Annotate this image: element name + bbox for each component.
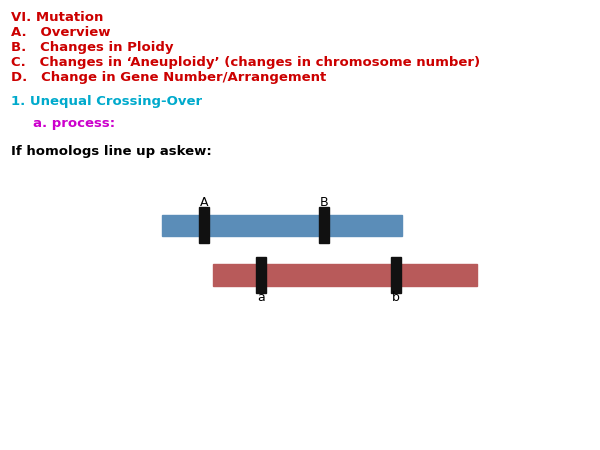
Bar [256,257,266,293]
Bar [199,207,209,243]
Text: VI. Mutation: VI. Mutation [11,11,103,24]
Text: b: b [392,291,400,304]
Bar [213,264,477,286]
Text: A: A [200,196,208,209]
Bar [391,257,401,293]
Text: a: a [257,291,265,304]
Text: B.   Changes in Ploidy: B. Changes in Ploidy [11,41,173,54]
Bar [319,207,329,243]
Text: D.   Change in Gene Number/Arrangement: D. Change in Gene Number/Arrangement [11,71,326,84]
Text: B: B [320,196,328,209]
Text: 1. Unequal Crossing-Over: 1. Unequal Crossing-Over [11,94,202,108]
Text: a. process:: a. process: [33,117,115,130]
Text: A.   Overview: A. Overview [11,26,110,39]
Bar [162,215,402,236]
Text: If homologs line up askew:: If homologs line up askew: [11,145,212,158]
Text: C.   Changes in ‘Aneuploidy’ (changes in chromosome number): C. Changes in ‘Aneuploidy’ (changes in c… [11,56,480,69]
